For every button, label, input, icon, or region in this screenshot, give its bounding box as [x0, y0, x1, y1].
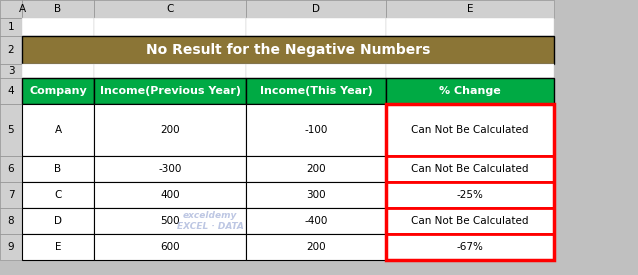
Bar	[246, 0, 386, 18]
Bar	[0, 18, 22, 36]
Bar	[246, 182, 386, 208]
Text: Company: Company	[29, 86, 87, 96]
Bar	[22, 18, 94, 36]
Text: D: D	[54, 216, 62, 226]
Bar	[246, 234, 386, 260]
Bar	[94, 234, 246, 260]
Text: 6: 6	[8, 164, 14, 174]
Bar	[0, 0, 22, 18]
Bar	[22, 234, 94, 260]
Bar	[22, 0, 94, 18]
Bar	[246, 64, 386, 78]
Text: 2: 2	[8, 45, 14, 55]
Text: 7: 7	[8, 190, 14, 200]
Text: E: E	[55, 242, 61, 252]
Text: Can Not Be Calculated: Can Not Be Calculated	[412, 164, 529, 174]
Bar	[246, 78, 386, 104]
Bar	[386, 156, 554, 182]
Text: -300: -300	[158, 164, 182, 174]
Bar	[386, 208, 554, 234]
Text: A: A	[54, 125, 61, 135]
Bar	[0, 182, 22, 208]
Bar	[22, 36, 554, 64]
Bar	[386, 0, 554, 18]
Text: C: C	[54, 190, 62, 200]
Bar	[246, 104, 386, 156]
Text: 500: 500	[160, 216, 180, 226]
Bar	[22, 78, 94, 104]
Text: Can Not Be Calculated: Can Not Be Calculated	[412, 216, 529, 226]
Bar	[386, 104, 554, 156]
Bar	[22, 182, 94, 208]
Bar	[386, 234, 554, 260]
Text: 8: 8	[8, 216, 14, 226]
Text: B: B	[54, 164, 61, 174]
Bar	[94, 182, 246, 208]
Text: -25%: -25%	[457, 190, 484, 200]
Text: Income(This Year): Income(This Year)	[260, 86, 373, 96]
Text: 400: 400	[160, 190, 180, 200]
Text: -100: -100	[304, 125, 328, 135]
Text: 3: 3	[8, 66, 14, 76]
Text: 300: 300	[306, 190, 326, 200]
Text: Can Not Be Calculated: Can Not Be Calculated	[412, 125, 529, 135]
Bar	[386, 18, 554, 36]
Text: 200: 200	[306, 164, 326, 174]
Text: E: E	[467, 4, 473, 14]
Bar	[22, 208, 94, 234]
Bar	[0, 64, 22, 78]
Text: 4: 4	[8, 86, 14, 96]
Bar	[0, 78, 22, 104]
Text: Income(Previous Year): Income(Previous Year)	[100, 86, 241, 96]
Text: -400: -400	[304, 216, 328, 226]
Text: D: D	[312, 4, 320, 14]
Text: % Change: % Change	[439, 86, 501, 96]
Bar	[94, 0, 246, 18]
Bar	[0, 208, 22, 234]
Bar	[94, 64, 246, 78]
Text: No Result for the Negative Numbers: No Result for the Negative Numbers	[146, 43, 430, 57]
Bar	[386, 182, 554, 208]
Bar	[94, 156, 246, 182]
Text: 600: 600	[160, 242, 180, 252]
Bar	[22, 64, 94, 78]
Text: 5: 5	[8, 125, 14, 135]
Bar	[94, 78, 246, 104]
Text: 9: 9	[8, 242, 14, 252]
Text: -67%: -67%	[457, 242, 484, 252]
Bar	[94, 208, 246, 234]
Bar	[94, 104, 246, 156]
Text: B: B	[54, 4, 61, 14]
Text: exceldemy
EXCEL · DATA: exceldemy EXCEL · DATA	[177, 211, 244, 231]
Bar	[386, 104, 554, 260]
Bar	[0, 156, 22, 182]
Text: 200: 200	[306, 242, 326, 252]
Bar	[0, 104, 22, 156]
Text: 1: 1	[8, 22, 14, 32]
Bar	[246, 18, 386, 36]
Bar	[0, 36, 22, 64]
Text: C: C	[167, 4, 174, 14]
Bar	[22, 156, 94, 182]
Bar	[0, 234, 22, 260]
Text: 200: 200	[160, 125, 180, 135]
Bar	[94, 18, 246, 36]
Text: A: A	[19, 4, 26, 14]
Bar	[246, 156, 386, 182]
Bar	[386, 64, 554, 78]
Bar	[246, 208, 386, 234]
Bar	[22, 104, 94, 156]
Bar	[386, 78, 554, 104]
